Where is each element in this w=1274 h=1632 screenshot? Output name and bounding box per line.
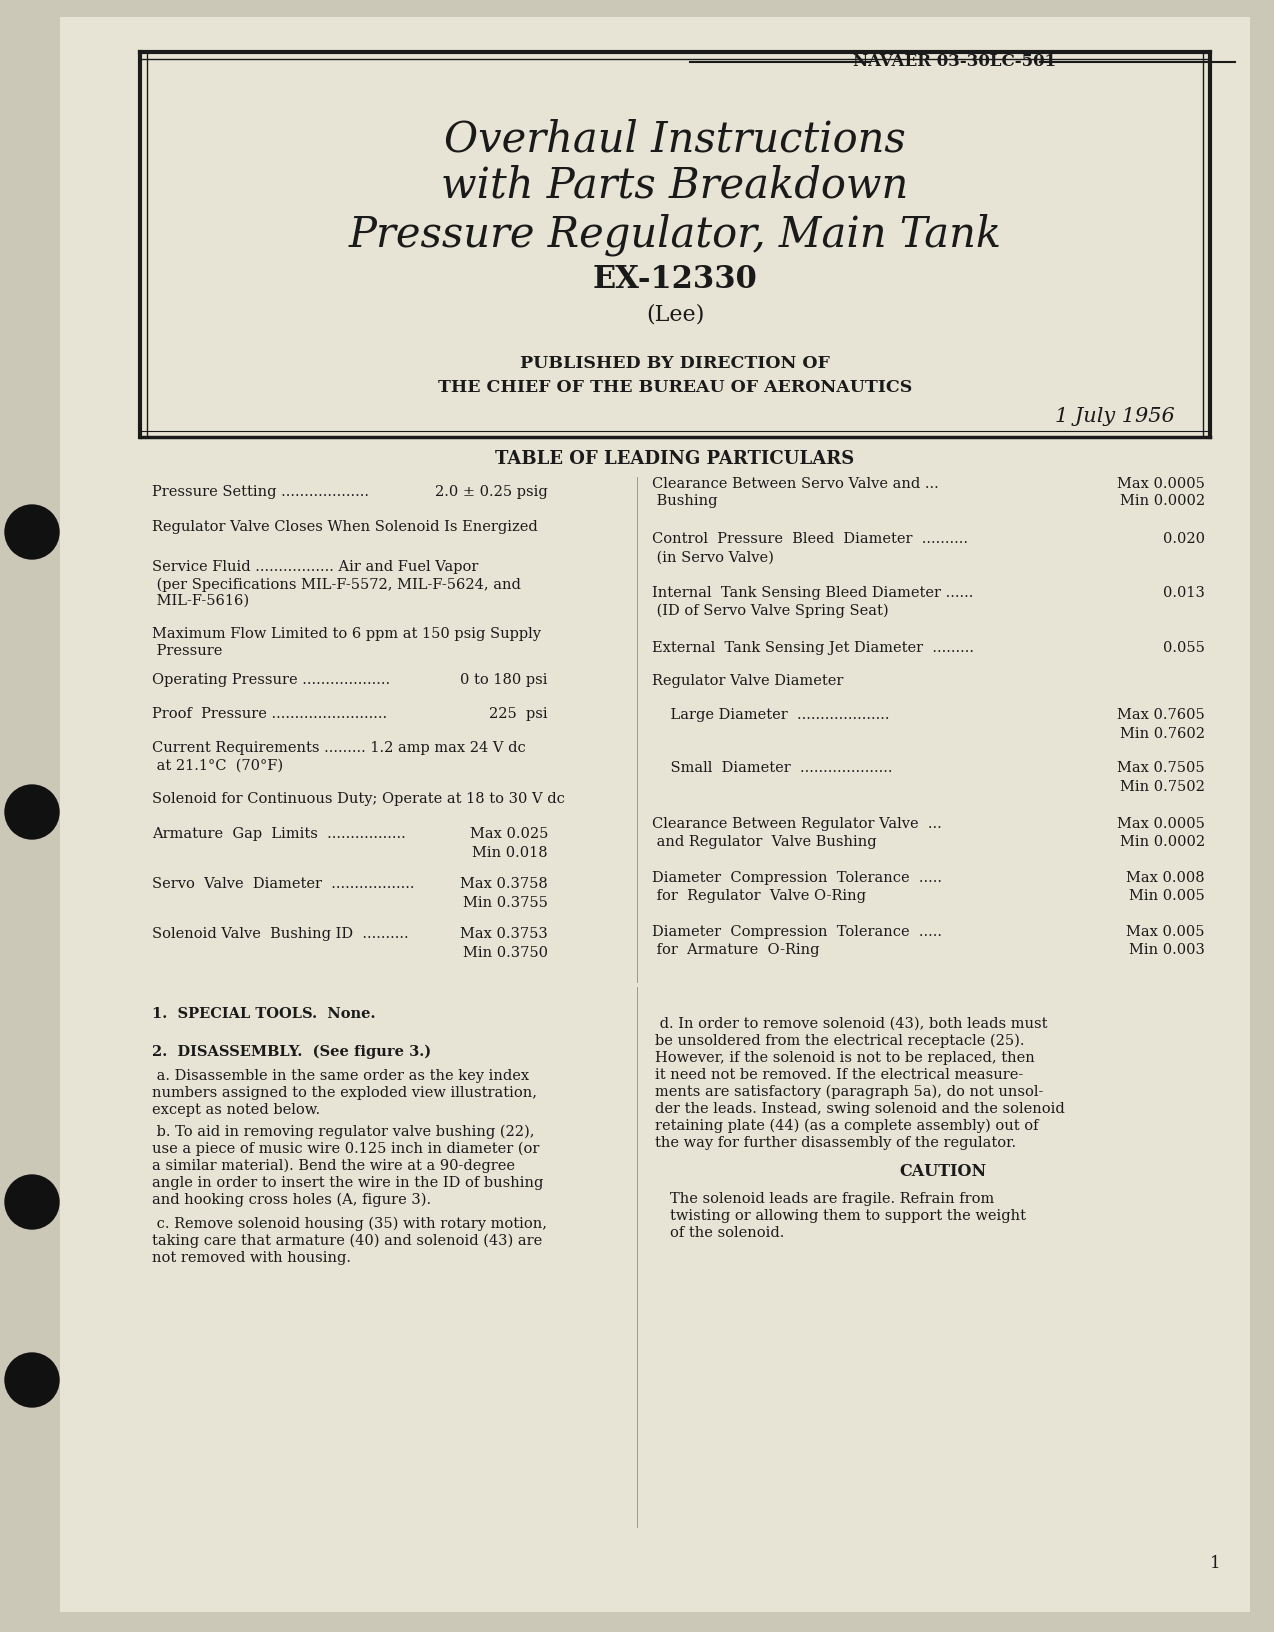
Text: Pressure Setting ...................: Pressure Setting ...................	[152, 485, 369, 499]
Text: Diameter  Compression  Tolerance  .....: Diameter Compression Tolerance .....	[652, 871, 941, 885]
Text: Current Requirements ......... 1.2 amp max 24 V dc: Current Requirements ......... 1.2 amp m…	[152, 741, 526, 756]
Text: CAUTION: CAUTION	[899, 1164, 986, 1180]
Text: Maximum Flow Limited to 6 ppm at 150 psig Supply: Maximum Flow Limited to 6 ppm at 150 psi…	[152, 627, 541, 641]
Text: Solenoid for Continuous Duty; Operate at 18 to 30 V dc: Solenoid for Continuous Duty; Operate at…	[152, 792, 564, 806]
Text: Max 0.7505: Max 0.7505	[1117, 761, 1205, 775]
Text: Regulator Valve Diameter: Regulator Valve Diameter	[652, 674, 843, 689]
Text: 1 July 1956: 1 July 1956	[1055, 408, 1175, 426]
Text: Proof  Pressure .........................: Proof Pressure .........................	[152, 707, 387, 721]
Text: Operating Pressure ...................: Operating Pressure ...................	[152, 672, 390, 687]
Text: PUBLISHED BY DIRECTION OF: PUBLISHED BY DIRECTION OF	[520, 356, 829, 372]
Text: der the leads. Instead, swing solenoid and the solenoid: der the leads. Instead, swing solenoid a…	[655, 1102, 1065, 1116]
Text: (Lee): (Lee)	[646, 304, 705, 325]
Text: Service Fluid ................. Air and Fuel Vapor: Service Fluid ................. Air and …	[152, 560, 478, 574]
Text: for  Armature  O-Ring: for Armature O-Ring	[652, 943, 819, 956]
Text: Min 0.0002: Min 0.0002	[1120, 494, 1205, 508]
Text: (in Servo Valve): (in Servo Valve)	[652, 552, 773, 565]
Text: Solenoid Valve  Bushing ID  ..........: Solenoid Valve Bushing ID ..........	[152, 927, 409, 942]
Text: Overhaul Instructions: Overhaul Instructions	[445, 119, 906, 162]
Text: d. In order to remove solenoid (43), both leads must: d. In order to remove solenoid (43), bot…	[655, 1017, 1047, 1031]
Text: 225  psi: 225 psi	[489, 707, 548, 721]
Circle shape	[5, 785, 59, 839]
Text: except as noted below.: except as noted below.	[152, 1103, 320, 1116]
Text: a. Disassemble in the same order as the key index: a. Disassemble in the same order as the …	[152, 1069, 529, 1084]
Text: Diameter  Compression  Tolerance  .....: Diameter Compression Tolerance .....	[652, 925, 941, 938]
Text: numbers assigned to the exploded view illustration,: numbers assigned to the exploded view il…	[152, 1085, 538, 1100]
Text: Min 0.0002: Min 0.0002	[1120, 836, 1205, 849]
Text: Min 0.3755: Min 0.3755	[464, 896, 548, 911]
Text: Internal  Tank Sensing Bleed Diameter ......: Internal Tank Sensing Bleed Diameter ...…	[652, 586, 973, 601]
Text: 0.020: 0.020	[1163, 532, 1205, 547]
Text: However, if the solenoid is not to be replaced, then: However, if the solenoid is not to be re…	[655, 1051, 1034, 1066]
Text: 0.013: 0.013	[1163, 586, 1205, 601]
Circle shape	[5, 1175, 59, 1229]
Text: not removed with housing.: not removed with housing.	[152, 1252, 352, 1265]
Text: of the solenoid.: of the solenoid.	[670, 1226, 785, 1240]
Text: Min 0.018: Min 0.018	[473, 845, 548, 860]
Text: Min 0.3750: Min 0.3750	[462, 947, 548, 960]
Text: a similar material). Bend the wire at a 90-degree: a similar material). Bend the wire at a …	[152, 1159, 515, 1173]
Text: Max 0.7605: Max 0.7605	[1117, 708, 1205, 721]
Text: External  Tank Sensing Jet Diameter  .........: External Tank Sensing Jet Diameter .....…	[652, 641, 975, 654]
Text: 0 to 180 psi: 0 to 180 psi	[460, 672, 548, 687]
Text: 1.  SPECIAL TOOLS.  None.: 1. SPECIAL TOOLS. None.	[152, 1007, 376, 1022]
Text: Min 0.003: Min 0.003	[1129, 943, 1205, 956]
Text: THE CHIEF OF THE BUREAU OF AERONAUTICS: THE CHIEF OF THE BUREAU OF AERONAUTICS	[438, 380, 912, 397]
Text: Armature  Gap  Limits  .................: Armature Gap Limits .................	[152, 827, 405, 840]
Text: Regulator Valve Closes When Solenoid Is Energized: Regulator Valve Closes When Solenoid Is …	[152, 521, 538, 534]
Text: twisting or allowing them to support the weight: twisting or allowing them to support the…	[670, 1209, 1026, 1222]
Text: EX-12330: EX-12330	[592, 264, 757, 295]
Text: with Parts Breakdown: with Parts Breakdown	[441, 163, 908, 206]
Text: Max 0.3758: Max 0.3758	[460, 876, 548, 891]
Text: Max 0.025: Max 0.025	[470, 827, 548, 840]
Text: Servo  Valve  Diameter  ..................: Servo Valve Diameter ..................	[152, 876, 414, 891]
Text: Min 0.7602: Min 0.7602	[1120, 726, 1205, 741]
Text: use a piece of music wire 0.125 inch in diameter (or: use a piece of music wire 0.125 inch in …	[152, 1142, 539, 1155]
Text: and hooking cross holes (A, figure 3).: and hooking cross holes (A, figure 3).	[152, 1193, 431, 1208]
Text: Min 0.7502: Min 0.7502	[1120, 780, 1205, 795]
Text: Clearance Between Servo Valve and ...: Clearance Between Servo Valve and ...	[652, 477, 939, 491]
Text: at 21.1°C  (70°F): at 21.1°C (70°F)	[152, 759, 283, 774]
Text: it need not be removed. If the electrical measure-: it need not be removed. If the electrica…	[655, 1067, 1023, 1082]
Text: be unsoldered from the electrical receptacle (25).: be unsoldered from the electrical recept…	[655, 1033, 1024, 1048]
Text: 2.0 ± 0.25 psig: 2.0 ± 0.25 psig	[436, 485, 548, 499]
Text: The solenoid leads are fragile. Refrain from: The solenoid leads are fragile. Refrain …	[670, 1191, 994, 1206]
Text: (per Specifications MIL-F-5572, MIL-F-5624, and: (per Specifications MIL-F-5572, MIL-F-56…	[152, 578, 521, 592]
Text: 0.055: 0.055	[1163, 641, 1205, 654]
Text: Bushing: Bushing	[652, 494, 717, 508]
Text: Max 0.008: Max 0.008	[1126, 871, 1205, 885]
Text: the way for further disassembly of the regulator.: the way for further disassembly of the r…	[655, 1136, 1017, 1151]
Circle shape	[5, 504, 59, 560]
Text: Max 0.3753: Max 0.3753	[460, 927, 548, 942]
Text: angle in order to insert the wire in the ID of bushing: angle in order to insert the wire in the…	[152, 1177, 544, 1190]
Text: c. Remove solenoid housing (35) with rotary motion,: c. Remove solenoid housing (35) with rot…	[152, 1217, 547, 1231]
Text: and Regulator  Valve Bushing: and Regulator Valve Bushing	[652, 836, 877, 849]
Text: taking care that armature (40) and solenoid (43) are: taking care that armature (40) and solen…	[152, 1234, 543, 1248]
Text: Max 0.0005: Max 0.0005	[1117, 818, 1205, 831]
Text: ments are satisfactory (paragraph 5a), do not unsol-: ments are satisfactory (paragraph 5a), d…	[655, 1085, 1043, 1100]
Text: Max 0.0005: Max 0.0005	[1117, 477, 1205, 491]
Text: (ID of Servo Valve Spring Seat): (ID of Servo Valve Spring Seat)	[652, 604, 889, 619]
Circle shape	[5, 1353, 59, 1407]
Text: Large Diameter  ....................: Large Diameter ....................	[652, 708, 889, 721]
Text: 2.  DISASSEMBLY.  (See figure 3.): 2. DISASSEMBLY. (See figure 3.)	[152, 1044, 431, 1059]
Text: Control  Pressure  Bleed  Diameter  ..........: Control Pressure Bleed Diameter ........…	[652, 532, 968, 547]
Text: Pressure Regulator, Main Tank: Pressure Regulator, Main Tank	[348, 214, 1001, 256]
Text: Pressure: Pressure	[152, 645, 223, 658]
Text: NAVAER 03-30LC-501: NAVAER 03-30LC-501	[854, 54, 1056, 70]
Text: TABLE OF LEADING PARTICULARS: TABLE OF LEADING PARTICULARS	[496, 450, 855, 468]
Text: retaining plate (44) (as a complete assembly) out of: retaining plate (44) (as a complete asse…	[655, 1120, 1038, 1133]
Text: Max 0.005: Max 0.005	[1126, 925, 1205, 938]
Text: Small  Diameter  ....................: Small Diameter ....................	[652, 761, 893, 775]
Text: MIL-F-5616): MIL-F-5616)	[152, 594, 250, 609]
Text: for  Regulator  Valve O-Ring: for Regulator Valve O-Ring	[652, 889, 866, 902]
Text: Clearance Between Regulator Valve  ...: Clearance Between Regulator Valve ...	[652, 818, 941, 831]
Text: Min 0.005: Min 0.005	[1129, 889, 1205, 902]
Text: 1: 1	[1210, 1555, 1220, 1573]
Text: b. To aid in removing regulator valve bushing (22),: b. To aid in removing regulator valve bu…	[152, 1124, 535, 1139]
